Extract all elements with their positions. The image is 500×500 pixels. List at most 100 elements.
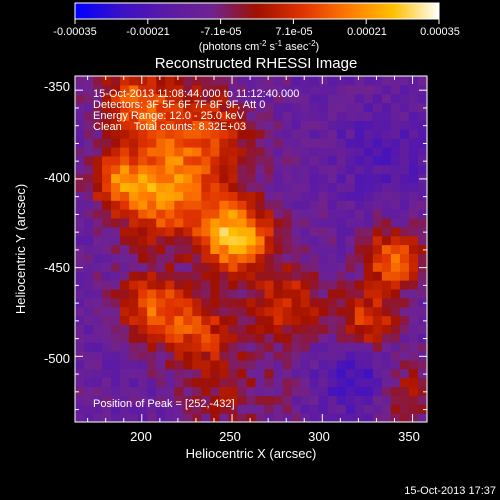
heatmap-cell (93, 84, 103, 95)
heatmap-cell (174, 76, 184, 86)
heatmap-cell (102, 342, 112, 352)
heatmap-cell (147, 306, 157, 317)
heatmap-cell (246, 377, 257, 388)
heatmap-cell (201, 76, 211, 86)
heatmap-cell (390, 288, 401, 299)
heatmap-cell (255, 120, 266, 130)
heatmap-cell (201, 386, 211, 396)
heatmap-cell (381, 324, 392, 334)
heatmap-cell (372, 395, 383, 405)
heatmap-cell (399, 138, 410, 148)
heatmap-cell (291, 288, 302, 299)
heatmap-cell (93, 102, 103, 113)
heatmap-cell (237, 120, 248, 130)
heatmap-cell (165, 173, 175, 184)
heatmap-cell (111, 76, 121, 86)
heatmap-cell (399, 315, 410, 326)
heatmap-cell (264, 253, 275, 263)
heatmap-cell (309, 244, 320, 255)
heatmap-cell (111, 413, 121, 423)
heatmap-cell (156, 324, 166, 334)
heatmap-cell (381, 395, 392, 405)
heatmap-cell (210, 368, 221, 379)
heatmap-cell (390, 76, 401, 86)
heatmap-cell (291, 359, 302, 370)
heatmap-cell (264, 191, 275, 201)
heatmap-cell (273, 244, 284, 255)
heatmap-cell (264, 280, 275, 290)
heatmap-cell (327, 200, 338, 210)
heatmap-cell (255, 76, 266, 86)
heatmap-cell (390, 386, 401, 396)
heatmap-cell (228, 191, 239, 201)
heatmap-cell (390, 324, 401, 334)
heatmap-cell (120, 84, 130, 95)
heatmap-cell (300, 342, 311, 352)
heatmap-cell (345, 280, 356, 290)
heatmap-cell (165, 413, 175, 423)
heatmap-cell (120, 271, 130, 281)
heatmap-cell (318, 164, 329, 175)
heatmap-cell (345, 333, 356, 343)
heatmap-cell (336, 262, 347, 272)
heatmap-cell (390, 146, 401, 157)
heatmap-cell (219, 333, 230, 343)
heatmap-cell (309, 324, 320, 334)
heatmap-cell (264, 315, 275, 326)
heatmap-cell (300, 76, 311, 86)
heatmap-cell (165, 324, 175, 334)
heatmap-cell (327, 173, 338, 184)
heatmap-cell (354, 271, 365, 281)
heatmap-cell (138, 377, 148, 388)
heatmap-cell (102, 76, 112, 86)
heatmap-cell (309, 191, 320, 201)
heatmap-cell (309, 342, 320, 352)
heatmap-cell (84, 200, 94, 210)
heatmap-cell (390, 200, 401, 210)
heatmap-cell (138, 164, 148, 175)
heatmap-cell (390, 155, 401, 166)
heatmap-cell (192, 315, 202, 326)
heatmap-cell (174, 262, 184, 272)
heatmap-cell (399, 182, 410, 192)
heatmap-cell (282, 262, 293, 272)
heatmap-cell (255, 324, 266, 334)
heatmap-cell (372, 235, 383, 246)
heatmap-cell (174, 200, 184, 210)
heatmap-cell (156, 333, 166, 343)
heatmap-cell (372, 359, 383, 370)
heatmap-cell (156, 359, 166, 370)
heatmap-cell (354, 377, 365, 388)
heatmap-cell (120, 306, 130, 317)
heatmap-cell (345, 413, 356, 423)
heatmap-cell (363, 76, 374, 86)
heatmap-cell (183, 173, 193, 184)
heatmap-cell (129, 306, 139, 317)
heatmap-cell (156, 368, 166, 379)
heatmap-cell (165, 182, 175, 192)
heatmap-cell (120, 280, 130, 290)
heatmap-cell (246, 324, 257, 334)
heatmap-cell (354, 315, 365, 326)
heatmap-cell (192, 209, 202, 219)
heatmap-cell (237, 200, 248, 210)
heatmap-cell (363, 351, 374, 361)
heatmap-cell (219, 342, 230, 352)
heatmap-cell (201, 129, 211, 139)
heatmap-cell (390, 413, 401, 423)
heatmap-cell (399, 93, 410, 104)
heatmap-cell (111, 306, 121, 317)
heatmap-cell (102, 324, 112, 334)
heatmap-cell (309, 386, 320, 396)
heatmap-cell (336, 404, 347, 414)
heatmap-cell (336, 129, 347, 139)
heatmap-cell (156, 271, 166, 281)
heatmap-cell (165, 351, 175, 361)
heatmap-cell (192, 271, 202, 281)
heatmap-cell (309, 404, 320, 414)
heatmap-cell (255, 333, 266, 343)
heatmap-cell (300, 84, 311, 95)
y-tick-label: -500 (44, 351, 70, 366)
heatmap-cell (354, 76, 365, 86)
heatmap-cell (264, 182, 275, 192)
